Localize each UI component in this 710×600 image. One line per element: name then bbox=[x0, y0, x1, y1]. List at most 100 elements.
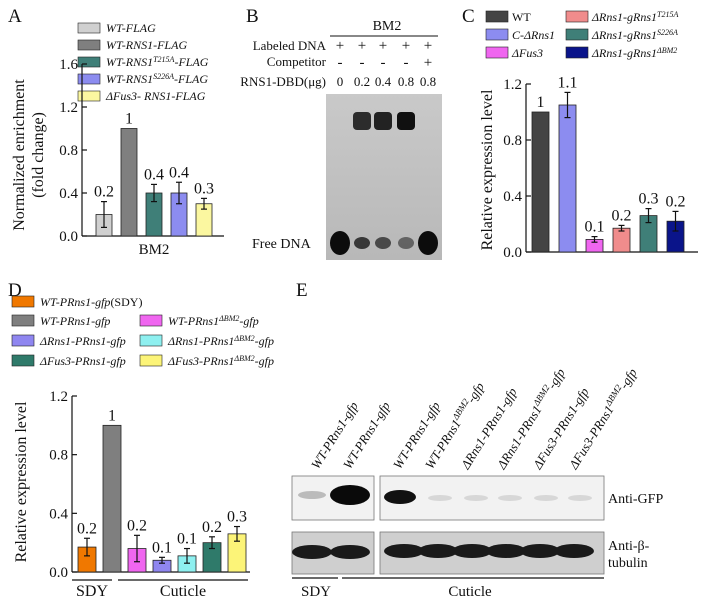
panel-b-row-protein: RNS1-DBD(μg) bbox=[240, 74, 326, 89]
emsa-shifted-band bbox=[397, 112, 415, 130]
panel-a-legend-swatch bbox=[77, 22, 101, 34]
panel-a-legend-label: WT-RNS1S226A-FLAG bbox=[106, 72, 208, 87]
panel-c-legend-label: ΔRns1-gRns1ΔBM2 bbox=[591, 46, 677, 61]
panel-d-data-label: 0.1 bbox=[177, 531, 197, 548]
panel-b-row-labeled: Labeled DNA bbox=[253, 38, 327, 53]
panel-d-data-label: 1 bbox=[108, 407, 116, 424]
panel-d-legend-label: ΔRns1-PRns1ΔBM2-gfp bbox=[167, 334, 274, 349]
panel-d-legend-label: WT-PRns1-gfp bbox=[40, 314, 110, 328]
panel-c-legend-swatch bbox=[485, 46, 509, 59]
panel-c-ytick-label: 0.8 bbox=[503, 133, 522, 149]
panel-c-bar bbox=[558, 104, 577, 253]
panel-d-ytick-label: 1.2 bbox=[49, 389, 68, 405]
panel-a-bars: 0.2 1 0.4 0.4 0.3 bbox=[94, 111, 214, 237]
blot-lane-label: ΔRns1-PRns1ΔBM2-gfp bbox=[492, 365, 568, 473]
gfp-band bbox=[464, 495, 488, 501]
panel-a-ytick-label: 0.8 bbox=[59, 143, 78, 159]
panel-a-ytick-label: 1.2 bbox=[59, 100, 78, 116]
gfp-band bbox=[534, 495, 558, 501]
tubulin-band bbox=[452, 544, 492, 558]
panel-a-ytick-label: 0.4 bbox=[59, 186, 78, 202]
lane-competitor-mark: - bbox=[381, 55, 386, 71]
panel-c-data-label: 0.1 bbox=[585, 219, 605, 236]
panel-d-legend-swatch bbox=[139, 354, 163, 367]
gfp-band bbox=[384, 490, 416, 504]
panel-a-letter: A bbox=[8, 6, 22, 27]
panel-b: B BM2 Labeled DNA Competitor RNS1-DBD(μg… bbox=[240, 6, 442, 260]
anti-tubulin-label-line2: tubulin bbox=[608, 556, 648, 571]
emsa-shifted-band bbox=[374, 112, 392, 130]
lane-labeled-mark: + bbox=[379, 38, 387, 54]
tubulin-band bbox=[554, 544, 594, 558]
panel-b-letter: B bbox=[246, 6, 259, 27]
panel-c-ytick-label: 0.0 bbox=[503, 245, 522, 261]
panel-d-legend-swatch bbox=[139, 334, 163, 347]
panel-e-letter: E bbox=[296, 280, 308, 301]
emsa-free-dna-band bbox=[354, 237, 370, 249]
panel-c-legend: WT ΔRns1-gRns1T215A C-ΔRns1 ΔRns1-gRns1S226… bbox=[485, 10, 678, 61]
panel-c-bars: 1 1.1 0.1 0.2 0.3 0.2 bbox=[531, 74, 686, 253]
panel-d-group-sdy: SDY bbox=[76, 583, 108, 600]
panel-d-legend-label: WT-PRns1-gfp(SDY) bbox=[40, 295, 142, 309]
panel-e-group-sdy: SDY bbox=[301, 584, 331, 600]
gfp-band bbox=[330, 485, 370, 505]
panel-a-bar bbox=[120, 128, 138, 237]
panel-a: A WT-FLAG WT-RNS1-FLAG WT-RNS1T215A-FLAG WT… bbox=[8, 6, 224, 258]
lane-labeled-mark: + bbox=[336, 38, 344, 54]
panel-a-legend-swatch bbox=[77, 39, 101, 51]
lane-labeled-mark: + bbox=[358, 38, 366, 54]
panel-a-ylabel-line2: (fold change) bbox=[30, 112, 47, 198]
panel-e: E WT-PRns1-gfpWT-PRns1-gfpWT-PRns1-gfpWT… bbox=[291, 280, 663, 600]
panel-d-legend-swatch bbox=[139, 314, 163, 327]
panel-a-ytick-label: 1.6 bbox=[59, 57, 78, 73]
tubulin-band bbox=[418, 544, 458, 558]
panel-a-legend-label: WT-FLAG bbox=[106, 21, 156, 35]
panel-b-title: BM2 bbox=[373, 19, 402, 34]
lane-labeled-mark: + bbox=[424, 38, 432, 54]
panel-c-data-label: 1 bbox=[537, 94, 545, 111]
panel-c-ytick-label: 0.4 bbox=[503, 189, 522, 205]
panel-b-lane-marks: + + + + +- - - - +0 0.2 0.4 0.8 0.8 bbox=[336, 38, 436, 89]
panel-d-legend-swatch bbox=[11, 295, 35, 308]
panel-d-data-label: 0.2 bbox=[77, 520, 97, 537]
panel-d-group-cuticle: Cuticle bbox=[160, 583, 206, 600]
tubulin-band bbox=[384, 544, 424, 558]
panel-b-free-dna: Free DNA bbox=[252, 237, 312, 252]
panel-c-data-label: 0.2 bbox=[666, 193, 686, 210]
blot-lane-label: ΔFus3-PRns1ΔBM2-gfp bbox=[564, 365, 640, 473]
blot-bands bbox=[292, 485, 594, 559]
lane-labeled-mark: + bbox=[402, 38, 410, 54]
gfp-band bbox=[298, 491, 326, 499]
gfp-band bbox=[498, 495, 522, 501]
anti-tubulin-label-line1: Anti-β- bbox=[608, 539, 650, 554]
panel-c-legend-swatch bbox=[485, 10, 509, 23]
panel-c: C WT ΔRns1-gRns1T215A C-ΔRns1 ΔRns1-gRns1S2… bbox=[462, 6, 698, 261]
tubulin-band bbox=[486, 544, 526, 558]
panel-d-ytick-label: 0.0 bbox=[49, 565, 68, 581]
gfp-band bbox=[428, 495, 452, 501]
panel-a-legend-label: WT-RNS1-FLAG bbox=[106, 38, 187, 52]
panel-a-data-label: 0.4 bbox=[144, 166, 164, 183]
panel-e-lane-labels: WT-PRns1-gfpWT-PRns1-gfpWT-PRns1-gfpWT-P… bbox=[308, 365, 640, 473]
emsa-bands bbox=[330, 112, 438, 255]
panel-c-legend-label: C-ΔRns1 bbox=[512, 28, 555, 42]
panel-d-data-label: 0.2 bbox=[202, 519, 222, 536]
lane-protein-amount: 0.2 bbox=[354, 74, 370, 89]
lane-competitor-mark: + bbox=[424, 55, 432, 71]
panel-c-bar bbox=[531, 111, 550, 253]
lane-protein-amount: 0 bbox=[337, 74, 344, 89]
panel-c-legend-swatch bbox=[485, 28, 509, 41]
panel-d-legend-swatch bbox=[11, 334, 35, 347]
panel-c-ylabel: Relative expression level bbox=[479, 89, 496, 250]
panel-c-bar bbox=[612, 227, 631, 253]
panel-c-legend-label: ΔRns1-gRns1S226A bbox=[591, 28, 678, 43]
panel-d-bars: 0.2 1 0.2 0.1 0.1 0.2 0.3 bbox=[77, 407, 247, 573]
panel-d-ylabel: Relative expression level bbox=[13, 401, 30, 562]
panel-d-legend: WT-PRns1-gfp(SDY) WT-PRns1-gfp WT-PRns1ΔBM… bbox=[11, 295, 274, 368]
panel-a-legend-label: WT-RNS1T215A-FLAG bbox=[106, 55, 209, 70]
panel-a-xlabel: BM2 bbox=[139, 242, 170, 258]
panel-a-ylabel-line1: Normalized enrichment bbox=[11, 79, 28, 231]
panel-d-ytick-label: 0.4 bbox=[49, 506, 68, 522]
panel-b-row-competitor: Competitor bbox=[267, 54, 327, 69]
